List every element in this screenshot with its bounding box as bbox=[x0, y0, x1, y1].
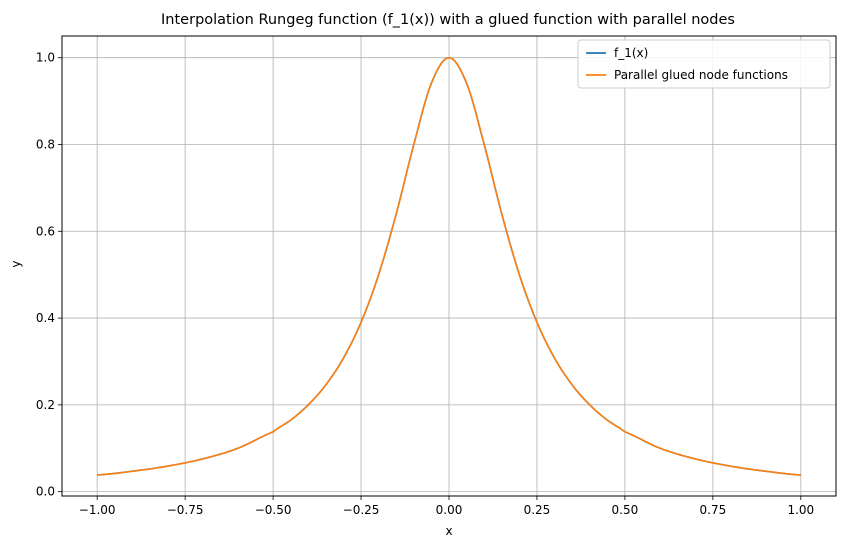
y-tick-label: 1.0 bbox=[36, 51, 55, 65]
x-tick-label: −1.00 bbox=[79, 503, 116, 517]
x-tick-label: 0.50 bbox=[612, 503, 639, 517]
x-tick-label: −0.75 bbox=[167, 503, 204, 517]
legend-label: f_1(x) bbox=[614, 46, 648, 60]
x-tick-label: 1.00 bbox=[787, 503, 814, 517]
x-tick-label: −0.25 bbox=[343, 503, 380, 517]
x-axis-label: x bbox=[445, 524, 452, 538]
series-line-2 bbox=[97, 56, 801, 476]
legend: f_1(x) Parallel glued node functions bbox=[577, 39, 831, 89]
x-tick-label: 0.25 bbox=[524, 503, 551, 517]
y-tick-label: 0.2 bbox=[36, 398, 55, 412]
x-tick-label: −0.50 bbox=[255, 503, 292, 517]
ticks: −1.00 −0.75 −0.50 −0.25 0.00 0.25 0.50 0.75 1.00… bbox=[36, 51, 814, 517]
y-axis-label: y bbox=[9, 260, 23, 267]
grid bbox=[62, 36, 836, 496]
chart-title: Interpolation Rungeg function (f_1(x)) w… bbox=[161, 12, 735, 28]
y-tick-label: 0.6 bbox=[36, 224, 55, 238]
y-tick-label: 0.8 bbox=[36, 137, 55, 151]
legend-box bbox=[577, 39, 831, 89]
legend-label: Parallel glued node functions bbox=[614, 68, 788, 82]
x-tick-label: 0.75 bbox=[700, 503, 727, 517]
y-tick-label: 0.0 bbox=[36, 485, 55, 499]
x-tick-label: 0.00 bbox=[436, 503, 463, 517]
y-tick-label: 0.4 bbox=[36, 311, 55, 325]
series-lines bbox=[97, 56, 801, 476]
